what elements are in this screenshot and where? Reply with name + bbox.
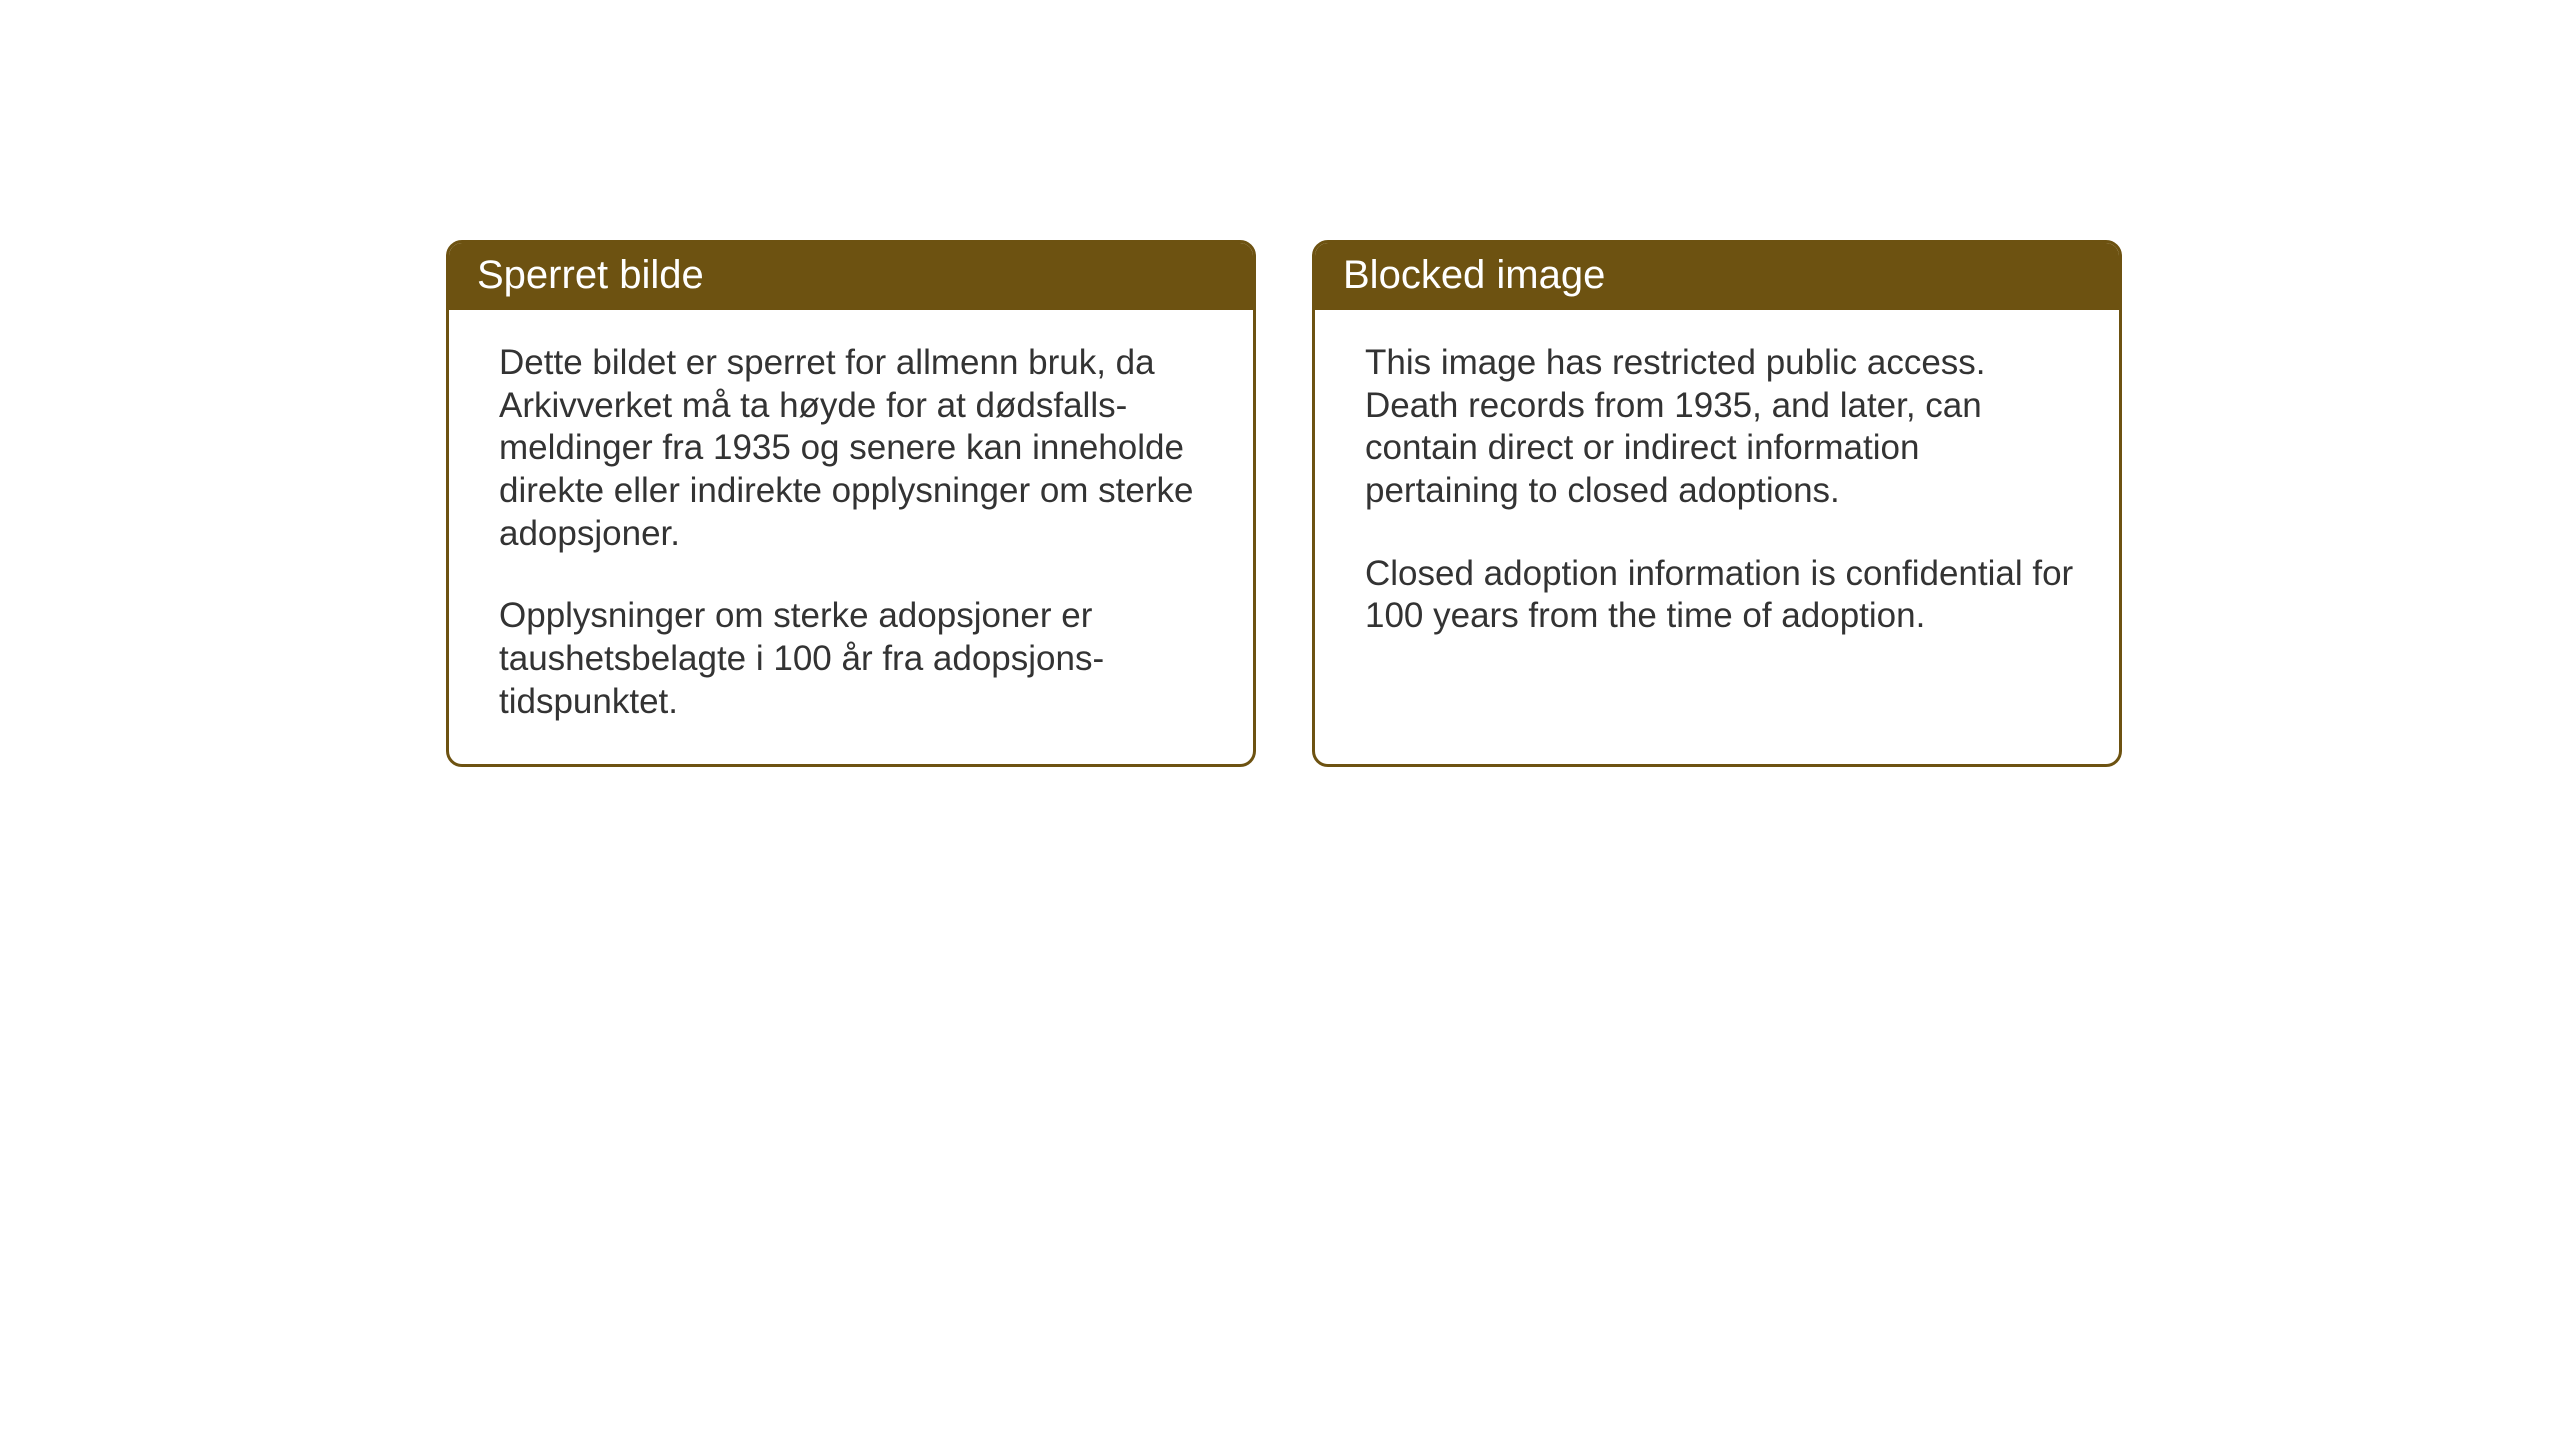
english-paragraph-1: This image has restricted public access.… bbox=[1365, 342, 2079, 513]
cards-container: Sperret bilde Dette bildet er sperret fo… bbox=[446, 240, 2122, 767]
english-paragraph-2: Closed adoption information is confident… bbox=[1365, 553, 2079, 638]
norwegian-paragraph-1: Dette bildet er sperret for allmenn bruk… bbox=[499, 342, 1213, 555]
norwegian-card-title: Sperret bilde bbox=[449, 243, 1253, 310]
norwegian-paragraph-2: Opplysninger om sterke adopsjoner er tau… bbox=[499, 595, 1213, 723]
english-card-body: This image has restricted public access.… bbox=[1315, 310, 2119, 740]
norwegian-card-body: Dette bildet er sperret for allmenn bruk… bbox=[449, 310, 1253, 764]
english-card-title: Blocked image bbox=[1315, 243, 2119, 310]
english-card: Blocked image This image has restricted … bbox=[1312, 240, 2122, 767]
norwegian-card: Sperret bilde Dette bildet er sperret fo… bbox=[446, 240, 1256, 767]
